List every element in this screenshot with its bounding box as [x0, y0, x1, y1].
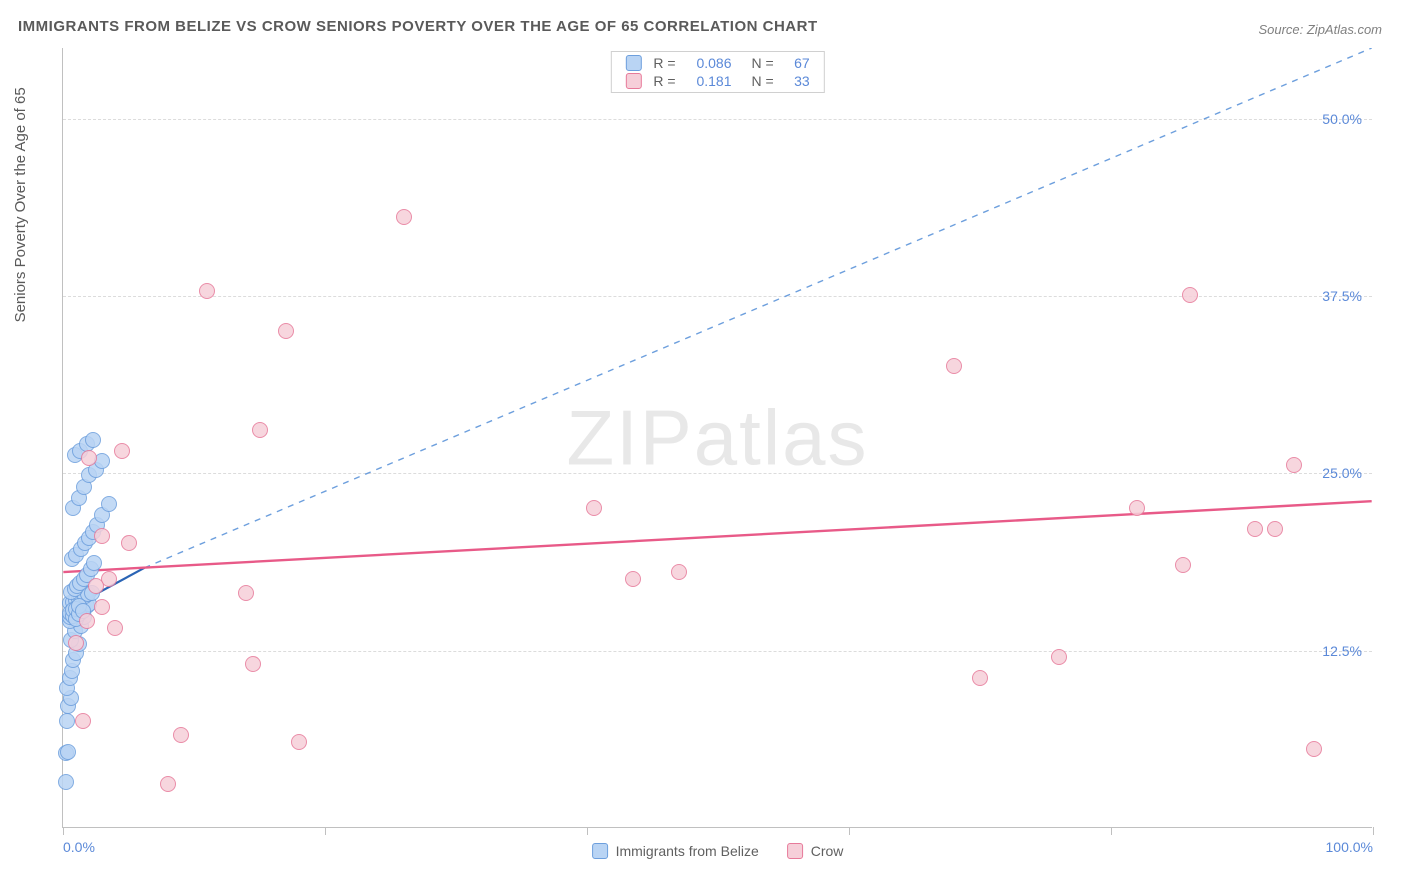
data-point: [278, 323, 294, 339]
gridline-h: [63, 119, 1372, 120]
data-point: [1247, 521, 1263, 537]
data-point: [121, 535, 137, 551]
data-point: [81, 450, 97, 466]
stats-value-r: 0.086: [688, 55, 732, 71]
data-point: [94, 528, 110, 544]
data-point: [972, 670, 988, 686]
data-point: [252, 422, 268, 438]
stats-legend-row: R = 0.181 N = 33: [611, 72, 823, 90]
data-point: [291, 734, 307, 750]
data-point: [75, 713, 91, 729]
y-axis-label: Seniors Poverty Over the Age of 65: [12, 87, 29, 322]
x-tick: [1111, 827, 1112, 835]
data-point: [94, 599, 110, 615]
stats-value-n: 33: [786, 73, 810, 89]
x-tick-label: 0.0%: [63, 839, 95, 855]
gridline-h: [63, 651, 1372, 652]
x-tick: [325, 827, 326, 835]
x-tick-label: 100.0%: [1326, 839, 1373, 855]
stats-value-r: 0.181: [688, 73, 732, 89]
data-point: [671, 564, 687, 580]
data-point: [946, 358, 962, 374]
chart-title: IMMIGRANTS FROM BELIZE VS CROW SENIORS P…: [18, 18, 818, 35]
data-point: [86, 555, 102, 571]
x-tick: [849, 827, 850, 835]
data-point: [1175, 557, 1191, 573]
y-tick-label: 12.5%: [1322, 643, 1362, 659]
stats-label-r: R =: [653, 55, 675, 71]
y-tick-label: 50.0%: [1322, 111, 1362, 127]
bottom-legend-label: Immigrants from Belize: [616, 843, 759, 859]
y-tick-label: 37.5%: [1322, 288, 1362, 304]
stats-value-n: 67: [786, 55, 810, 71]
data-point: [173, 727, 189, 743]
x-tick: [1373, 827, 1374, 835]
gridline-h: [63, 296, 1372, 297]
bottom-legend: Immigrants from Belize Crow: [592, 843, 844, 859]
stats-label-n: N =: [752, 73, 774, 89]
plot-area: ZIPatlas 12.5%25.0%37.5%50.0% 0.0%100.0%…: [62, 48, 1372, 828]
stats-label-r: R =: [653, 73, 675, 89]
data-point: [60, 744, 76, 760]
data-point: [396, 209, 412, 225]
x-tick: [587, 827, 588, 835]
stats-legend-row: R = 0.086 N = 67: [611, 54, 823, 72]
legend-swatch: [787, 843, 803, 859]
data-point: [1306, 741, 1322, 757]
gridline-h: [63, 473, 1372, 474]
trend-line: [144, 48, 1371, 568]
bottom-legend-label: Crow: [811, 843, 844, 859]
data-point: [1286, 457, 1302, 473]
data-point: [85, 432, 101, 448]
data-point: [199, 283, 215, 299]
data-point: [79, 613, 95, 629]
watermark: ZIPatlas: [566, 392, 868, 483]
watermark-bold: ZIP: [566, 393, 693, 481]
y-tick-label: 25.0%: [1322, 465, 1362, 481]
data-point: [1051, 649, 1067, 665]
watermark-thin: atlas: [694, 393, 869, 481]
legend-swatch: [625, 73, 641, 89]
data-point: [1267, 521, 1283, 537]
data-point: [586, 500, 602, 516]
data-point: [625, 571, 641, 587]
legend-swatch: [625, 55, 641, 71]
x-tick: [63, 827, 64, 835]
bottom-legend-item: Immigrants from Belize: [592, 843, 759, 859]
stats-label-n: N =: [752, 55, 774, 71]
data-point: [238, 585, 254, 601]
data-point: [58, 774, 74, 790]
data-point: [114, 443, 130, 459]
bottom-legend-item: Crow: [787, 843, 844, 859]
data-point: [1129, 500, 1145, 516]
data-point: [101, 496, 117, 512]
legend-swatch: [592, 843, 608, 859]
data-point: [59, 713, 75, 729]
data-point: [68, 635, 84, 651]
source-attribution: Source: ZipAtlas.com: [1258, 22, 1382, 37]
data-point: [160, 776, 176, 792]
data-point: [245, 656, 261, 672]
data-point: [107, 620, 123, 636]
data-point: [88, 578, 104, 594]
stats-legend: R = 0.086 N = 67 R = 0.181 N = 33: [610, 51, 824, 93]
data-point: [1182, 287, 1198, 303]
